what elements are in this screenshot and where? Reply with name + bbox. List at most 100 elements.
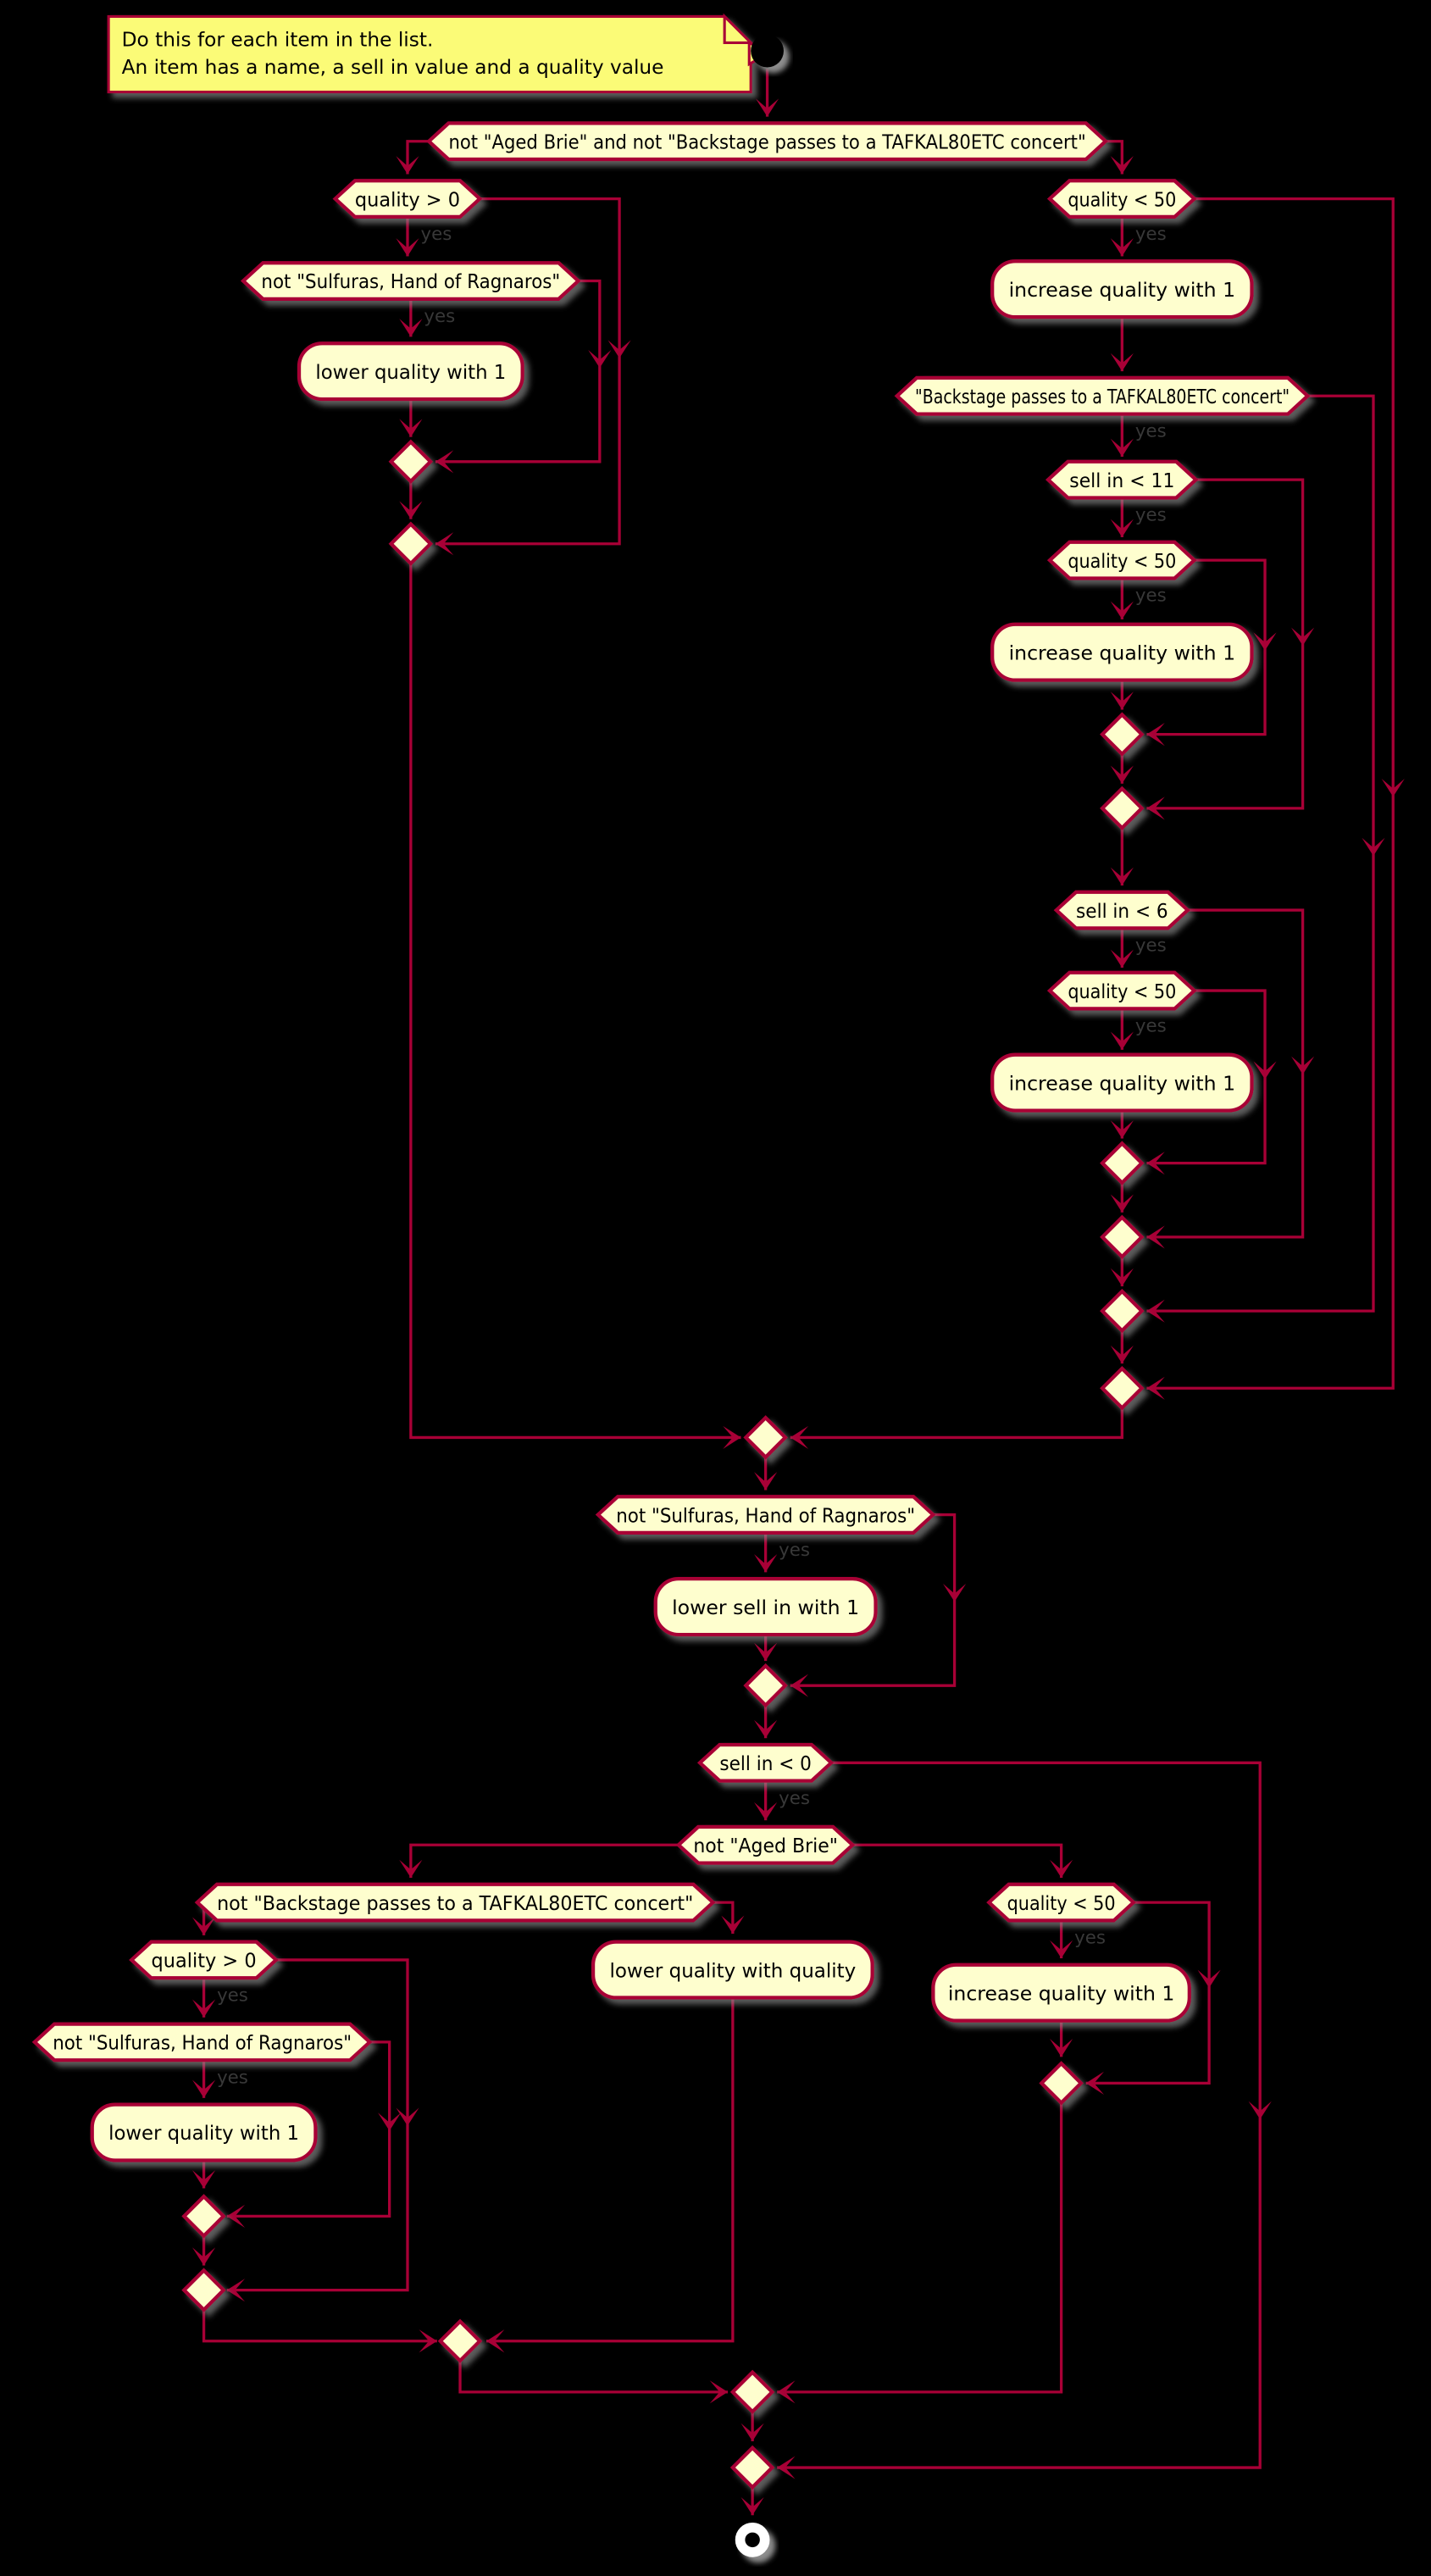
branch-label-yes: yes xyxy=(1135,586,1167,607)
activity-lower-quality-1-a: lower quality with 1 xyxy=(297,341,524,402)
merge-diamond-10 xyxy=(743,1663,788,1708)
activity-lower-quality-with-quality: lower quality with quality xyxy=(591,1940,874,2000)
arrowhead xyxy=(1253,1061,1277,1080)
note: Do this for each item in the list. An it… xyxy=(107,13,772,94)
arrowhead xyxy=(1253,632,1277,651)
edge xyxy=(790,1407,1123,1449)
merge-diamond-16 xyxy=(729,2445,775,2490)
note-body xyxy=(107,14,752,94)
condition-not-brie-and-not-backstage: not "Aged Brie" and not "Backstage passe… xyxy=(426,121,1109,162)
svg-text:quality < 50: quality < 50 xyxy=(1068,980,1176,1003)
branch-label-yes: yes xyxy=(1074,1928,1106,1949)
svg-text:not "Sulfuras, Hand of Ragnaro: not "Sulfuras, Hand of Ragnaros" xyxy=(616,1504,915,1527)
arrowhead xyxy=(396,2107,419,2126)
edge xyxy=(777,1761,1262,2479)
merge-diamond-9 xyxy=(743,1415,788,1460)
mid-arrowheads xyxy=(378,340,1405,2131)
edge xyxy=(1146,394,1375,1323)
edge xyxy=(713,1901,745,1934)
svg-text:increase quality with 1: increase quality with 1 xyxy=(948,1982,1175,2005)
edge xyxy=(1105,140,1134,175)
condition-quality-gt-0-1: quality > 0 xyxy=(332,179,483,219)
arrowhead xyxy=(1362,837,1385,857)
activity-lower-sellin-1: lower sell in with 1 xyxy=(653,1577,878,1637)
arrowhead xyxy=(588,349,612,369)
end-node xyxy=(735,2522,776,2563)
start-node xyxy=(751,34,790,74)
condition-not-sulfuras-1: not "Sulfuras, Hand of Ragnaros" xyxy=(240,261,581,301)
condition-sellin-lt-6: sell in < 6 xyxy=(1053,890,1191,930)
merge-diamond-2 xyxy=(388,521,434,567)
svg-text:sell in < 0: sell in < 0 xyxy=(719,1752,812,1775)
svg-text:quality > 0: quality > 0 xyxy=(152,1950,257,1973)
edge xyxy=(202,2309,437,2353)
activity-lower-quality-1-b: lower quality with 1 xyxy=(90,2102,318,2162)
merge-diamond-8 xyxy=(1100,1365,1145,1411)
condition-sellin-lt-0: sell in < 0 xyxy=(696,1742,835,1783)
activity-increase-quality-1-b: increase quality with 1 xyxy=(990,622,1254,682)
svg-text:increase quality with 1: increase quality with 1 xyxy=(1009,279,1236,302)
branch-label-yes: yes xyxy=(1135,505,1167,526)
branch-label-yes: yes xyxy=(1135,421,1167,442)
branch-label-yes: yes xyxy=(1135,224,1167,245)
edge xyxy=(852,1843,1073,1879)
merge-diamond-5 xyxy=(1100,1141,1145,1185)
arrowhead xyxy=(1197,1969,1221,1988)
svg-text:quality < 50: quality < 50 xyxy=(1007,1892,1116,1915)
edge xyxy=(399,1843,679,1879)
edge xyxy=(396,140,430,175)
edge xyxy=(458,2361,729,2404)
svg-text:quality > 0: quality > 0 xyxy=(355,188,460,211)
activity-increase-quality-1-a: increase quality with 1 xyxy=(990,259,1254,319)
merge-diamond-3 xyxy=(1100,712,1145,757)
svg-text:sell in < 6: sell in < 6 xyxy=(1076,900,1168,923)
merge-diamond-13 xyxy=(437,2318,483,2364)
svg-text:increase quality with 1: increase quality with 1 xyxy=(1009,641,1236,664)
svg-text:sell in < 11: sell in < 11 xyxy=(1069,469,1174,492)
end-dot-icon xyxy=(735,2522,770,2557)
svg-text:lower sell in with 1: lower sell in with 1 xyxy=(672,1596,859,1619)
condition-quality-lt-50-4: quality < 50 xyxy=(986,1882,1137,1923)
branch-labels: yes yes yes yes yes yes yes yes yes yes … xyxy=(217,224,1167,2088)
svg-text:not "Aged Brie": not "Aged Brie" xyxy=(693,1835,838,1857)
edge xyxy=(486,1999,735,2353)
condition-quality-lt-50-1: quality < 50 xyxy=(1046,179,1197,219)
edge xyxy=(435,197,621,556)
condition-not-sulfuras-2: not "Sulfuras, Hand of Ragnaros" xyxy=(595,1495,936,1535)
merge-diamond-4 xyxy=(1100,786,1145,831)
condition-not-backstage: not "Backstage passes to a TAFKAL80ETC c… xyxy=(194,1882,716,1923)
edges xyxy=(192,69,1395,2516)
branch-label-yes: yes xyxy=(779,1540,810,1561)
svg-text:"Backstage passes to a TAFKAL8: "Backstage passes to a TAFKAL80ETC conce… xyxy=(915,386,1290,408)
merge-diamond-14 xyxy=(1039,2061,1084,2106)
activity-increase-quality-1-d: increase quality with 1 xyxy=(931,1963,1191,2023)
arrowhead xyxy=(607,340,631,358)
svg-text:not "Sulfuras, Hand of Ragnaro: not "Sulfuras, Hand of Ragnaros" xyxy=(53,2032,352,2055)
arrowhead xyxy=(1248,2101,1272,2120)
note-fold-icon xyxy=(723,13,754,44)
condition-quality-lt-50-2: quality < 50 xyxy=(1046,540,1197,580)
arrowhead xyxy=(1381,778,1405,797)
svg-text:lower quality with quality: lower quality with quality xyxy=(609,1959,856,1982)
condition-not-aged-brie: not "Aged Brie" xyxy=(675,1824,856,1865)
branch-label-yes: yes xyxy=(217,1985,248,2006)
merge-diamond-15 xyxy=(729,2369,775,2415)
svg-text:quality < 50: quality < 50 xyxy=(1068,188,1176,211)
condition-is-backstage: "Backstage passes to a TAFKAL80ETC conce… xyxy=(894,375,1311,416)
edge xyxy=(777,2102,1063,2404)
svg-text:lower quality with 1: lower quality with 1 xyxy=(315,361,506,384)
svg-text:not "Backstage passes to a TAF: not "Backstage passes to a TAFKAL80ETC c… xyxy=(217,1892,693,1915)
edge xyxy=(409,564,741,1449)
arrowhead xyxy=(1291,627,1315,646)
merge-diamonds xyxy=(181,439,1145,2490)
start-dot-icon xyxy=(751,34,784,68)
edge xyxy=(435,279,602,474)
svg-text:lower quality with 1: lower quality with 1 xyxy=(108,2122,299,2145)
branch-label-yes: yes xyxy=(1135,1016,1167,1037)
merge-diamond-7 xyxy=(1100,1288,1145,1334)
condition-not-sulfuras-3: not "Sulfuras, Hand of Ragnaros" xyxy=(31,2022,373,2062)
merge-diamond-11 xyxy=(181,2194,226,2239)
branch-label-yes: yes xyxy=(217,2067,248,2088)
merge-diamond-6 xyxy=(1100,1214,1145,1260)
